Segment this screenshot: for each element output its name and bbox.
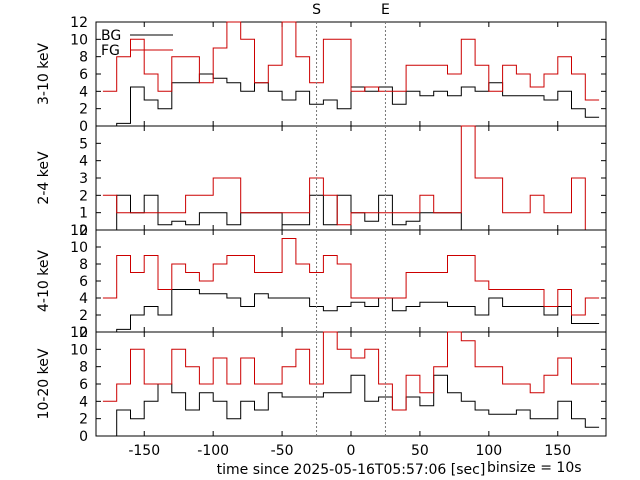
- y-tick-label: 4: [79, 154, 88, 170]
- y-tick-label: 0: [79, 429, 88, 445]
- series-bg-line: [102, 289, 600, 333]
- series-bg-line: [102, 374, 600, 437]
- y-tick-label: 2: [79, 188, 88, 204]
- y-tick-label: 6: [79, 67, 88, 83]
- x-tick-labels: -150 -100 -50 0 50 100 150: [128, 443, 571, 459]
- y-tick-label: 8: [79, 257, 88, 273]
- y-tick-label: 4: [79, 394, 88, 410]
- marker-label: E: [381, 2, 390, 18]
- x-tick-label: 0: [347, 443, 356, 459]
- x-tick-label: 150: [544, 443, 571, 459]
- binsize-annotation: binsize = 10s: [487, 460, 582, 476]
- y-tick-label: 12: [70, 15, 88, 31]
- y-axis-label: 2-4 keV: [36, 151, 52, 205]
- y-tick-label: 0: [79, 223, 88, 239]
- y-tick-label: 6: [79, 377, 88, 393]
- y-tick-label: 2: [79, 102, 88, 118]
- y-tick-label: 8: [79, 50, 88, 66]
- series-fg-line: [102, 125, 600, 231]
- y-tick-label: 6: [79, 274, 88, 290]
- legend: BG FG: [101, 28, 173, 59]
- y-tick-label: 0: [79, 325, 88, 341]
- y-tick-label: 1: [79, 206, 88, 222]
- y-tick-label: 3: [79, 171, 88, 187]
- series-fg-line: [102, 238, 600, 316]
- x-tick-label: -50: [271, 443, 294, 459]
- x-tick-label: 50: [411, 443, 429, 459]
- x-axis-label: time since 2025-05-16T05:57:06 [sec]: [217, 462, 486, 478]
- series-fg-line: [102, 331, 600, 411]
- y-tick-label: 12: [70, 223, 88, 239]
- y-tick-label: 0: [79, 119, 88, 135]
- y-tick-label: 10: [70, 32, 88, 48]
- series-fg-line: [102, 21, 600, 101]
- marker-label: S: [312, 2, 321, 18]
- y-tick-label: 2: [79, 412, 88, 428]
- x-tick-label: -150: [128, 443, 160, 459]
- y-tick-label: 4: [79, 84, 88, 100]
- y-tick-label: 10: [70, 342, 88, 358]
- legend-bg-label: BG: [101, 28, 121, 44]
- y-tick-label: 4: [79, 291, 88, 307]
- x-tick-label: -100: [197, 443, 229, 459]
- y-axis-label: 4-10 keV: [36, 250, 52, 312]
- legend-fg-label: FG: [101, 43, 120, 59]
- y-tick-label: 10: [70, 240, 88, 256]
- y-tick-label: 8: [79, 360, 88, 376]
- y-tick-label: 2: [79, 308, 88, 324]
- y-tick-label: 5: [79, 136, 88, 152]
- x-tick-label: 100: [475, 443, 502, 459]
- y-axis-label: 3-10 keV: [36, 43, 52, 105]
- y-tick-label: 12: [70, 325, 88, 341]
- y-axis-label: 10-20 keV: [36, 348, 52, 419]
